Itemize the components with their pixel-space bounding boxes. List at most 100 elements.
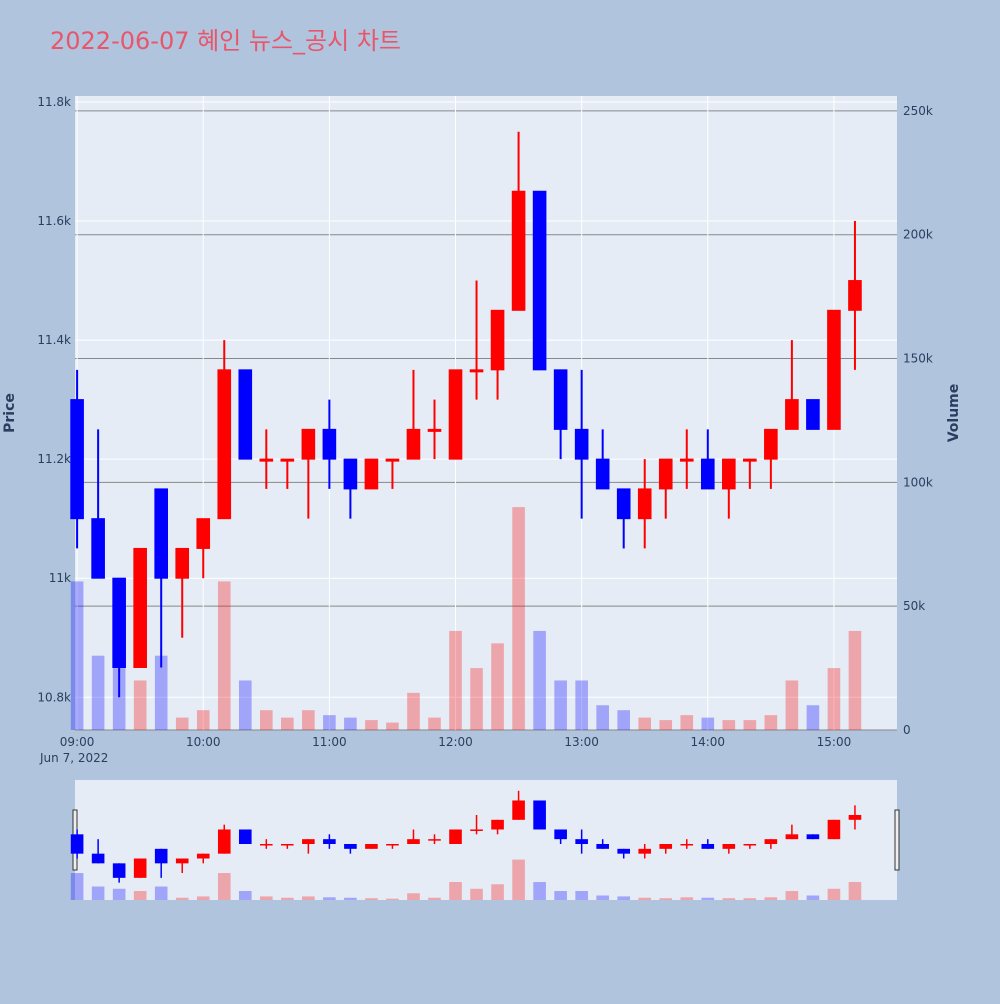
volume-bar	[344, 717, 357, 730]
volume-bar	[680, 715, 694, 730]
y2-tick-label: 50k	[903, 599, 925, 613]
x-tick-label: 15:00	[817, 735, 852, 749]
slider-candle-body	[281, 843, 294, 846]
candle-body	[722, 458, 736, 490]
slider-volume-bar	[785, 891, 799, 900]
volume-bar	[722, 720, 736, 730]
candle-body	[280, 458, 295, 462]
volume-bar	[196, 710, 210, 730]
volume-bar	[827, 668, 841, 730]
volume-bar	[302, 710, 315, 730]
candle-body	[827, 309, 841, 430]
volume-bar	[596, 705, 609, 730]
x-date-label: Jun 7, 2022	[39, 751, 108, 765]
volume-bar	[785, 680, 799, 730]
y2-axis-title: Volume	[946, 384, 962, 443]
volume-bar	[91, 655, 105, 730]
slider-volume-bar	[365, 898, 378, 900]
slider-volume-bar	[554, 891, 567, 900]
plot-area	[75, 96, 897, 730]
volume-bar	[575, 680, 588, 730]
y-axis-title: Price	[2, 393, 18, 433]
slider-volume-bar	[196, 896, 210, 900]
volume-bar	[491, 643, 504, 730]
slider-candle-body	[323, 839, 336, 844]
slider-volume-bar	[323, 897, 336, 900]
y-tick-label: 11.4k	[37, 333, 71, 347]
range-slider[interactable]	[75, 780, 897, 900]
volume-bar	[323, 715, 336, 730]
volume-bar	[365, 720, 378, 730]
x-tick-label: 09:00	[60, 735, 95, 749]
slider-candle-body	[449, 829, 462, 844]
volume-bar	[806, 705, 820, 730]
y2-tick-label: 100k	[903, 475, 933, 489]
slider-candle-body	[596, 843, 609, 849]
volume-bar	[70, 581, 84, 730]
slider-volume-bar	[848, 882, 862, 900]
candle-body	[70, 399, 84, 520]
y-tick-label: 11.8k	[37, 95, 71, 109]
volume-bar	[154, 655, 168, 730]
slider-candle-body	[848, 814, 862, 820]
volume-bar	[386, 722, 399, 730]
candle-body	[764, 428, 778, 460]
candle-body	[427, 428, 442, 432]
candle-body	[469, 369, 484, 373]
candle-body	[553, 369, 568, 430]
volume-bar	[428, 717, 441, 730]
volume-bar	[112, 668, 126, 730]
volume-bar	[175, 717, 189, 730]
x-tick-label: 10:00	[186, 735, 221, 749]
candle-body	[511, 190, 526, 311]
slider-candle-body	[238, 829, 252, 844]
x-tick-label: 11:00	[312, 735, 347, 749]
slider-volume-bar	[575, 891, 588, 900]
slider-candle-body	[575, 839, 588, 844]
y2-tick-label: 150k	[903, 352, 933, 366]
slider-handle[interactable]	[894, 809, 900, 871]
volume-bar	[743, 720, 757, 730]
slider-candle-body	[217, 829, 231, 854]
y2-tick-label: 250k	[903, 104, 933, 118]
candle-body	[217, 369, 232, 520]
volume-bar	[659, 720, 673, 730]
slider-candle-body	[617, 848, 631, 854]
slider-volume-bar	[91, 886, 105, 900]
x-tick-label: 12:00	[438, 735, 473, 749]
slider-volume-bar	[806, 895, 820, 900]
y2-tick-label: 0	[903, 723, 911, 737]
slider-candle-body	[806, 834, 820, 840]
slider-candle-body	[470, 829, 483, 831]
slider-candle-body	[428, 839, 441, 841]
slider-volume-bar	[154, 886, 168, 900]
slider-candle-body	[112, 863, 126, 878]
slider-volume-bar	[512, 859, 525, 900]
candle-body	[91, 518, 105, 579]
slider-volume-bar	[175, 897, 189, 900]
volume-bar	[764, 715, 778, 730]
slider-candle-body	[764, 839, 778, 844]
candle-body	[406, 428, 421, 460]
slider-candle-body	[302, 839, 315, 844]
slider-volume-bar	[70, 873, 84, 900]
slider-volume-bar	[722, 898, 736, 900]
volume-bar	[238, 680, 252, 730]
slider-volume-bar	[743, 898, 757, 900]
candle-body	[490, 309, 505, 371]
chart-title: 2022-06-07 혜인 뉴스_공시 차트	[50, 27, 401, 55]
candle-body	[175, 547, 190, 579]
x-tick-label: 14:00	[690, 735, 725, 749]
candle-body	[322, 428, 337, 460]
volume-bar	[848, 630, 862, 730]
slider-candle-body	[196, 853, 210, 859]
volume-bar	[638, 717, 652, 730]
candle-body	[448, 369, 463, 460]
candle-body	[154, 488, 169, 579]
slider-volume-bar	[764, 897, 778, 900]
slider-volume-bar	[428, 897, 441, 900]
volume-bar	[260, 710, 273, 730]
candle-body	[259, 458, 274, 462]
slider-volume-bar	[407, 893, 420, 900]
candle-body	[364, 458, 379, 490]
